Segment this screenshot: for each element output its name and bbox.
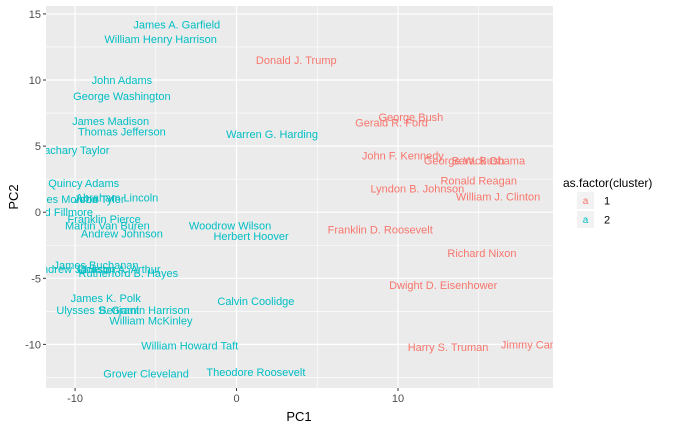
- y-tick-label: 0: [35, 207, 41, 219]
- point-label: Herbert Hoover: [213, 231, 289, 243]
- point-label: William Henry Harrison: [104, 34, 216, 46]
- legend-label: 2: [604, 215, 610, 227]
- legend-title: as.factor(cluster): [563, 176, 652, 190]
- legend-key: [577, 192, 594, 209]
- point-label: George W. Bush: [424, 156, 505, 168]
- point-label: Chester A. Arthur: [77, 264, 161, 276]
- point-label: Lyndon B. Johnson: [370, 183, 464, 195]
- point-label: Franklin Pierce: [67, 214, 140, 226]
- point-label: Martin Van Buren: [65, 220, 150, 232]
- point-label: Grover Cleveland: [103, 368, 189, 380]
- axis-ticks: -10 0 10 -10 -5 0 5 10 15: [25, 9, 404, 405]
- y-tick-label: -10: [25, 339, 41, 351]
- y-axis-title: PC2: [6, 184, 21, 209]
- point-label: Donald J. Trump: [256, 55, 337, 67]
- legend-items: a 1 a 2: [577, 192, 610, 228]
- point-label: Abraham Lincoln: [76, 193, 159, 205]
- point-label: Benjamin Harrison: [99, 305, 189, 317]
- point-label: George Bush: [378, 112, 443, 124]
- point-label: James Buchanan: [54, 260, 139, 272]
- point-label: Andrew Jackson: [35, 264, 116, 276]
- point-label: William McKinley: [109, 316, 193, 328]
- point-label: Franklin D. Roosevelt: [328, 224, 433, 236]
- point-label: John F. Kennedy: [362, 150, 444, 162]
- point-label: Barack Obama: [452, 156, 526, 168]
- y-tick-label: 10: [29, 75, 41, 87]
- x-tick-label: 10: [392, 393, 404, 405]
- x-axis-title: PC1: [286, 409, 311, 424]
- y-tick-label: -5: [31, 273, 41, 285]
- x-tick-label: 0: [233, 393, 239, 405]
- point-label: Millard Fillmore: [18, 207, 93, 219]
- point-label: John Adams: [92, 75, 153, 87]
- point-label: Jimmy Carter: [501, 339, 567, 351]
- point-label: Zachary Taylor: [37, 145, 109, 157]
- y-tick-label: 5: [35, 141, 41, 153]
- point-label: Richard Nixon: [447, 248, 516, 260]
- point-label: Woodrow Wilson: [189, 220, 271, 232]
- point-label: Rutherford B. Hayes: [79, 268, 179, 280]
- point-label: Gerald R. Ford: [355, 117, 428, 129]
- grid-lines: [46, 6, 553, 388]
- y-tick-label: 15: [29, 9, 41, 21]
- legend-glyph: a: [583, 196, 589, 207]
- point-label: Calvin Coolidge: [217, 296, 294, 308]
- point-label: James A. Garfield: [133, 20, 220, 32]
- legend-key: [577, 211, 594, 228]
- point-label: Ronald Reagan: [440, 175, 516, 187]
- point-label: Andrew Johnson: [81, 228, 163, 240]
- point-label: Dwight D. Eisenhower: [389, 280, 498, 292]
- point-label: James Madison: [72, 116, 149, 128]
- point-label: John Quincy Adams: [21, 178, 119, 190]
- point-label: William J. Clinton: [456, 191, 540, 203]
- legend: as.factor(cluster) a 1 a 2: [563, 176, 652, 228]
- point-label: Thomas Jefferson: [78, 127, 166, 139]
- point-label: John Tyler: [74, 194, 125, 206]
- point-label: George Washington: [73, 91, 170, 103]
- point-label: Ulysses S. Grant: [56, 305, 139, 317]
- legend-glyph: a: [583, 215, 589, 226]
- point-label: Warren G. Harding: [226, 129, 318, 141]
- point-label: Theodore Roosevelt: [206, 367, 305, 379]
- point-label: Harry S. Truman: [408, 342, 489, 354]
- x-tick-label: -10: [67, 393, 83, 405]
- plot-panel: [46, 6, 553, 388]
- point-label: James Monroe: [26, 194, 99, 206]
- legend-label: 1: [604, 196, 610, 208]
- point-label: William Howard Taft: [141, 341, 238, 353]
- point-label: James K. Polk: [71, 293, 142, 305]
